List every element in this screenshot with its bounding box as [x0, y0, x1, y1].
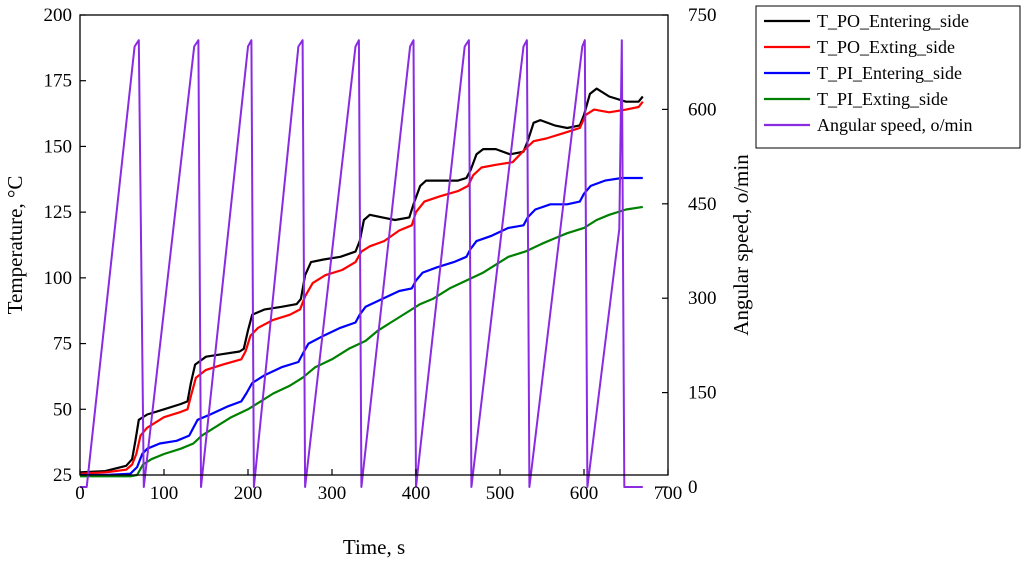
y-axis-title: Temperature, °C: [3, 176, 27, 315]
y-tick-label: 75: [53, 334, 72, 355]
y-tick-label: 175: [44, 71, 73, 92]
y2-tick-label: 600: [688, 99, 717, 120]
y-tick-label: 125: [44, 202, 73, 223]
x-tick-label: 0: [75, 483, 85, 504]
x-axis: 0 100 200 300 400 500 600 700: [75, 469, 682, 504]
series-layer: [79, 39, 644, 488]
y-axis-right: 0 150 300 450 600 750: [662, 5, 717, 498]
x-tick-label: 200: [234, 483, 263, 504]
y-tick-label: 100: [44, 268, 73, 289]
legend-label: T_PI_Entering_side: [817, 63, 962, 83]
x-tick-label: 700: [654, 483, 683, 504]
y-tick-label: 50: [53, 399, 72, 420]
y-tick-label: 25: [53, 465, 72, 486]
x-tick-label: 100: [150, 483, 179, 504]
plot-frame: [79, 14, 669, 476]
y2-tick-label: 0: [688, 477, 698, 498]
y-tick-label: 150: [44, 136, 73, 157]
legend: T_PO_Entering_side T_PO_Exting_side T_PI_E…: [755, 5, 1021, 149]
y2-tick-label: 300: [688, 288, 717, 309]
x-axis-title: Time, s: [343, 535, 405, 559]
y2-tick-label: 750: [688, 5, 717, 26]
legend-label: T_PO_Entering_side: [817, 11, 969, 31]
x-tick-label: 600: [570, 483, 599, 504]
legend-label: T_PI_Exting_side: [817, 89, 948, 109]
y2-axis-title: Angular speed, o/min: [729, 154, 753, 336]
legend-label: T_PO_Exting_side: [817, 37, 955, 57]
y-tick-label: 200: [44, 5, 73, 26]
x-tick-label: 500: [486, 483, 515, 504]
legend-label: Angular speed, o/min: [817, 115, 972, 135]
y-axis-left: 25 50 75 100 125 150 175 200: [44, 5, 86, 486]
series-line-4: [80, 39, 643, 488]
series-line-0: [79, 87, 644, 474]
series-line-1: [79, 101, 644, 475]
y2-tick-label: 150: [688, 383, 717, 404]
x-tick-label: 400: [402, 483, 431, 504]
series-line-3: [80, 205, 643, 478]
y2-tick-label: 450: [688, 194, 717, 215]
x-tick-label: 300: [318, 483, 347, 504]
